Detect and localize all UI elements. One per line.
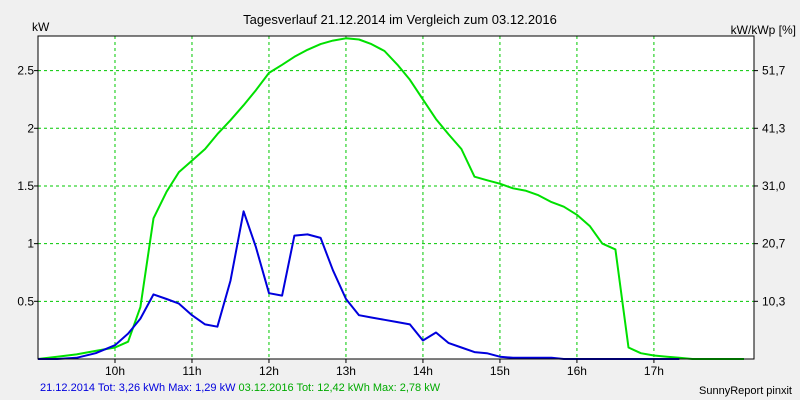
y-tick-label-right: 31,0 [762,179,786,193]
credit-text: SunnyReport pinxit [699,385,792,397]
y-axis-label-left: kW [32,20,50,34]
y-tick-label-right: 41,3 [762,121,786,135]
y-tick-label-right: 10,3 [762,294,786,308]
legend-footer: 21.12.2014 Tot: 3,26 kWh Max: 1,29 kW 03… [40,382,440,394]
y-tick-label-left: 1 [27,237,34,251]
plot-frame [37,35,755,360]
x-tick-label: 17h [644,364,664,378]
y-tick-label-right: 20,7 [762,237,786,251]
x-tick-label: 10h [105,364,125,378]
chart-title: Tagesverlauf 21.12.2014 im Vergleich zum… [243,12,557,27]
y-tick-label-left: 1.5 [17,179,34,193]
x-tick-label: 11h [182,364,201,378]
legend-entry-2014: 21.12.2014 Tot: 3,26 kWh Max: 1,29 kW [40,382,236,394]
x-tick-label: 12h [259,364,279,378]
series-line-2016 [37,37,744,360]
y-tick-label-left: 2 [27,121,34,135]
plot-area [38,36,754,359]
legend-entry-2016: 03.12.2016 Tot: 12,42 kWh Max: 2,78 kW [238,382,441,394]
y-tick-label-right: 51,7 [762,64,786,78]
x-tick-label: 16h [567,364,587,378]
y-tick-label-left: 2.5 [17,64,34,78]
y-tick-label-left: 0.5 [17,294,34,308]
x-tick-label: 15h [490,364,510,378]
y-axis-label-right: kW/kWp [%] [731,23,796,37]
x-tick-label: 13h [336,364,356,378]
x-tick-label: 14h [413,364,433,378]
